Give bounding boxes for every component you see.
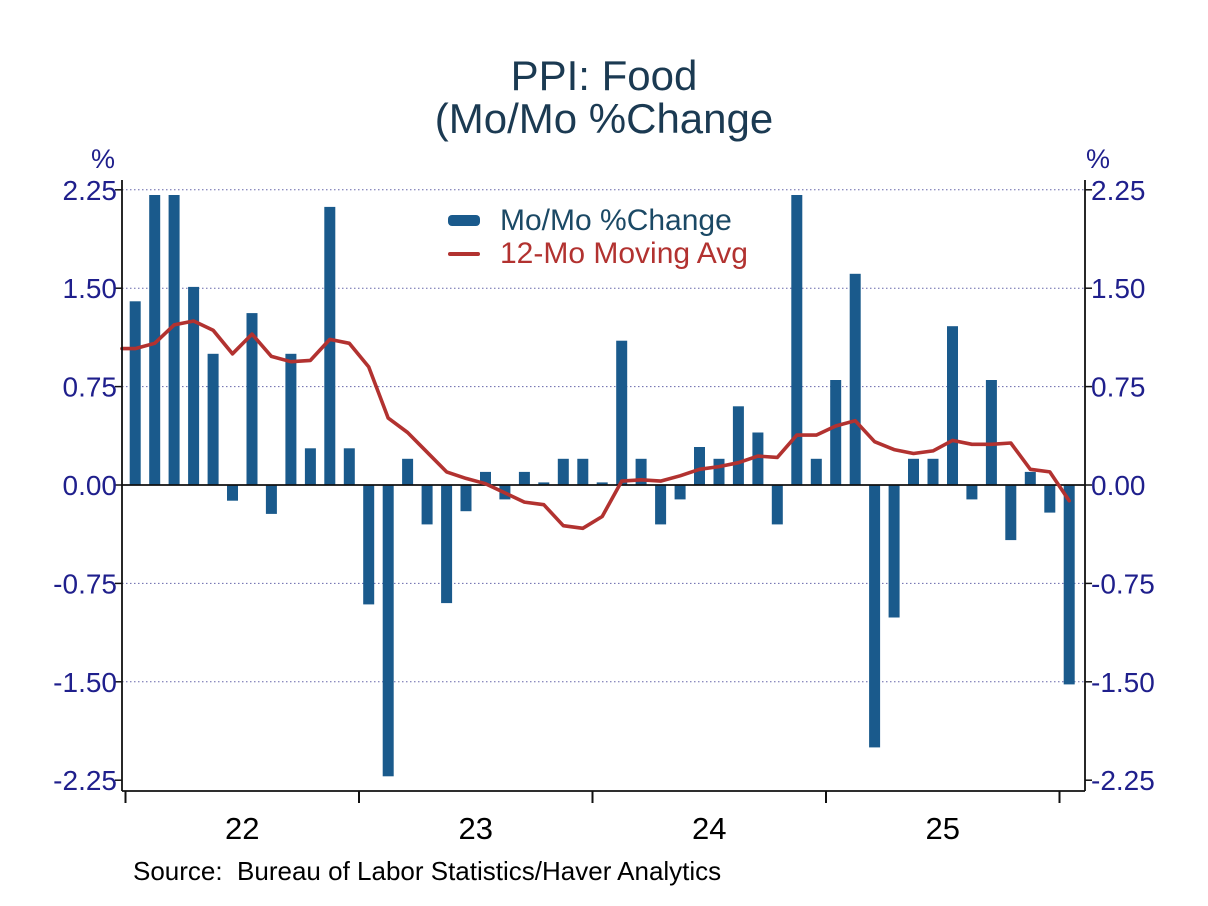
- bar: [869, 485, 881, 748]
- y-tick-label-right: -0.75: [1091, 568, 1155, 599]
- y-tick-label-left: 0.00: [63, 470, 118, 501]
- bar: [227, 485, 238, 501]
- bar: [557, 458, 569, 485]
- bar: [849, 273, 861, 485]
- legend-label-ma: 12-Mo Moving Avg: [500, 236, 748, 270]
- legend-line-swatch: [448, 251, 480, 256]
- bar: [343, 448, 355, 485]
- bar: [985, 380, 997, 485]
- bar: [694, 447, 705, 485]
- legend-item-bars: Mo/Mo %Change: [448, 204, 748, 237]
- chart-legend: Mo/Mo %Change 12-Mo Moving Avg: [448, 204, 748, 270]
- x-year-label: 24: [692, 811, 726, 846]
- percent-label-left: %: [91, 144, 115, 174]
- legend-item-ma: 12-Mo Moving Avg: [448, 237, 748, 270]
- bar: [674, 485, 686, 500]
- bar: [596, 482, 608, 485]
- bar: [908, 458, 919, 485]
- bar: [888, 485, 900, 618]
- bar: [207, 353, 219, 485]
- bar: [518, 471, 530, 485]
- percent-label-right: %: [1086, 144, 1110, 174]
- bar: [655, 485, 667, 525]
- bar: [810, 458, 822, 485]
- bar: [363, 485, 375, 605]
- bar: [402, 458, 414, 485]
- bar: [616, 340, 628, 485]
- moving-avg-line: [120, 319, 1071, 531]
- y-tick-label-left: -0.75: [53, 568, 117, 599]
- bar: [1063, 485, 1075, 685]
- bar: [538, 482, 550, 485]
- x-year-label: 23: [458, 811, 492, 846]
- bar: [947, 326, 958, 485]
- chart-title-line-2: (Mo/Mo %Change: [434, 95, 774, 142]
- bar: [771, 485, 783, 525]
- bar: [713, 458, 725, 485]
- bar: [441, 485, 453, 604]
- bar: [188, 286, 200, 485]
- y-tick-label-right: 2.25: [1091, 175, 1146, 206]
- bar: [966, 485, 978, 500]
- bar: [635, 458, 647, 485]
- bar: [1024, 471, 1036, 485]
- bar: [752, 432, 764, 485]
- bar: [460, 485, 472, 512]
- y-tick-label-right: 0.75: [1091, 372, 1146, 403]
- bar: [732, 406, 744, 485]
- legend-bar-swatch: [448, 215, 480, 226]
- y-tick-label-left: 2.25: [63, 175, 118, 206]
- bar: [1044, 485, 1056, 513]
- bar: [324, 206, 336, 485]
- y-tick-label-right: 0.00: [1091, 470, 1146, 501]
- bar: [791, 195, 803, 485]
- bar: [149, 195, 161, 485]
- chart-title: PPI: Food (Mo/Mo %Change: [0, 54, 1208, 140]
- bar: [304, 448, 316, 485]
- bar: [265, 485, 277, 514]
- legend-label-bars: Mo/Mo %Change: [500, 203, 732, 237]
- y-tick-label-left: 1.50: [63, 273, 118, 304]
- y-tick-label-right: 1.50: [1091, 273, 1146, 304]
- bar: [1005, 485, 1017, 541]
- bar: [830, 380, 842, 485]
- bar: [421, 485, 433, 525]
- bar: [927, 458, 939, 485]
- bar: [480, 471, 491, 485]
- x-year-label: 25: [925, 811, 959, 846]
- bar: [382, 485, 394, 777]
- y-tick-label-left: 0.75: [63, 372, 118, 403]
- bar: [168, 195, 180, 485]
- bar: [285, 353, 297, 485]
- y-tick-label-left: -2.25: [53, 765, 117, 796]
- bar: [129, 301, 141, 485]
- bar: [577, 458, 589, 485]
- source-text: Source: Bureau of Labor Statistics/Haver…: [133, 856, 722, 886]
- chart-title-line-1: PPI: Food: [510, 52, 698, 99]
- bar: [246, 313, 258, 485]
- y-tick-label-right: -1.50: [1091, 667, 1155, 698]
- x-year-label: 22: [225, 811, 259, 846]
- y-tick-label-right: -2.25: [1091, 765, 1155, 796]
- y-tick-label-left: -1.50: [53, 667, 117, 698]
